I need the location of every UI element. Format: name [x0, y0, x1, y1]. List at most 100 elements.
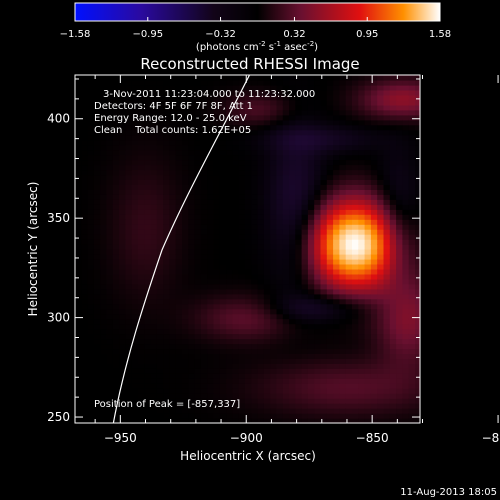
heatmap-cell	[276, 219, 284, 225]
heatmap-cell	[194, 328, 202, 335]
heatmap-cell	[207, 89, 215, 96]
heatmap-cell	[282, 303, 290, 310]
heatmap-cell	[326, 99, 334, 106]
heatmap-cell	[125, 214, 133, 220]
heatmap-cell	[163, 75, 170, 81]
heatmap-cell	[282, 258, 290, 265]
heatmap-cell	[200, 288, 208, 295]
heatmap-cell	[345, 418, 353, 423]
heatmap-cell	[345, 398, 353, 404]
heatmap-cell	[282, 283, 290, 290]
heatmap-cell	[270, 174, 278, 180]
heatmap-cell	[207, 114, 215, 121]
heatmap-cell	[389, 209, 397, 215]
heatmap-cell	[207, 368, 215, 374]
heatmap-cell	[112, 273, 120, 280]
heatmap-cell	[364, 159, 372, 166]
heatmap-cell	[182, 104, 189, 111]
heatmap-cell	[326, 313, 334, 320]
heatmap-cell	[106, 84, 114, 91]
heatmap-cell	[358, 204, 366, 210]
heatmap-cell	[163, 109, 170, 116]
heatmap-cell	[226, 194, 233, 200]
heatmap-cell	[175, 258, 183, 265]
heatmap-cell	[339, 194, 347, 200]
heatmap-cell	[106, 234, 114, 240]
heatmap-cell	[175, 383, 183, 389]
heatmap-cell	[282, 403, 290, 409]
heatmap-cell	[175, 119, 183, 126]
heatmap-cell	[245, 99, 252, 106]
heatmap-cell	[339, 343, 347, 350]
heatmap-cell	[257, 388, 265, 394]
heatmap-cell	[119, 358, 126, 364]
heatmap-cell	[270, 119, 278, 126]
heatmap-cell	[301, 263, 309, 270]
heatmap-cell	[377, 169, 385, 176]
heatmap-cell	[377, 268, 385, 275]
heatmap-cell	[125, 263, 133, 270]
heatmap-cell	[131, 298, 139, 305]
heatmap-cell	[270, 308, 278, 315]
heatmap-cell	[194, 408, 202, 414]
heatmap-cell	[307, 403, 315, 409]
heatmap-cell	[75, 378, 82, 384]
heatmap-cell	[226, 298, 233, 305]
heatmap-cell	[156, 288, 164, 295]
heatmap-cell	[163, 373, 170, 379]
heatmap-cell	[314, 368, 322, 374]
heatmap-cell	[207, 134, 215, 141]
heatmap-cell	[93, 254, 101, 260]
heatmap-cell	[245, 159, 252, 166]
heatmap-cell	[389, 249, 397, 255]
heatmap-cell	[219, 94, 227, 101]
heatmap-cell	[415, 328, 420, 335]
heatmap-cell	[175, 179, 183, 185]
heatmap-cell	[194, 249, 202, 255]
heatmap-cell	[75, 134, 82, 141]
heatmap-cell	[125, 278, 133, 285]
heatmap-cell	[301, 313, 309, 320]
heatmap-cell	[301, 303, 309, 310]
heatmap-cell	[169, 184, 177, 190]
heatmap-cell	[307, 214, 315, 220]
heatmap-cell	[138, 239, 145, 245]
heatmap-cell	[175, 418, 183, 423]
heatmap-cell	[345, 154, 353, 161]
heatmap-cell	[276, 373, 284, 379]
heatmap-cell	[226, 348, 233, 354]
heatmap-cell	[301, 318, 309, 325]
heatmap-cell	[119, 343, 126, 350]
heatmap-cell	[263, 169, 271, 176]
heatmap-cell	[339, 179, 347, 185]
heatmap-cell	[175, 114, 183, 121]
heatmap-cell	[370, 268, 378, 275]
heatmap-cell	[282, 159, 290, 166]
heatmap-cell	[402, 89, 410, 96]
heatmap-cell	[81, 388, 89, 394]
heatmap-cell	[352, 249, 359, 255]
heatmap-cell	[276, 293, 284, 300]
heatmap-cell	[320, 129, 328, 136]
heatmap-cell	[339, 413, 347, 419]
heatmap-cell	[106, 244, 114, 250]
heatmap-cell	[106, 224, 114, 230]
heatmap-cell	[383, 119, 391, 126]
heatmap-cell	[169, 333, 177, 340]
heatmap-cell	[257, 164, 265, 171]
heatmap-cell	[370, 169, 378, 176]
heatmap-cell	[219, 293, 227, 300]
heatmap-cell	[402, 308, 410, 315]
heatmap-cell	[345, 278, 353, 285]
heatmap-cell	[364, 94, 372, 101]
heatmap-cell	[282, 154, 290, 161]
heatmap-cell	[100, 258, 108, 265]
heatmap-cell	[238, 298, 246, 305]
heatmap-cell	[289, 134, 296, 141]
heatmap-cell	[232, 363, 240, 369]
heatmap-cell	[219, 149, 227, 156]
heatmap-cell	[75, 84, 82, 91]
heatmap-cell	[289, 254, 296, 260]
heatmap-cell	[345, 293, 353, 300]
heatmap-cell	[112, 413, 120, 419]
